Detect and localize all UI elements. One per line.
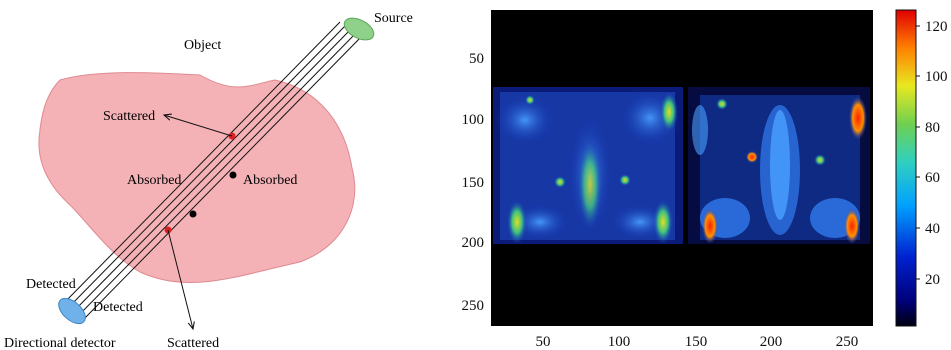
scatter-arrow-bottom — [167, 229, 193, 329]
colorbar-tick-label: 20 — [925, 272, 940, 288]
colorbar-tick-label: 100 — [925, 69, 948, 85]
label-detected-top: Detected — [26, 277, 76, 292]
label-directional-detector: Directional detector — [4, 336, 116, 350]
colorbar-tick-label: 60 — [925, 170, 940, 186]
reconstruction-left — [493, 87, 683, 244]
y-tick-label: 50 — [469, 51, 484, 67]
directional-detector-ellipse — [58, 297, 86, 325]
label-absorbed-right: Absorbed — [243, 173, 297, 188]
x-tick-label: 250 — [836, 334, 859, 350]
y-tick-label: 250 — [462, 298, 485, 314]
scatter-diagram: Source Object Scattered Absorbed Absorbe… — [4, 11, 413, 350]
y-tick-label: 200 — [462, 235, 485, 251]
colorbar: 20 40 60 80 100 120 — [895, 9, 948, 327]
y-tick-label: 100 — [462, 112, 485, 128]
absorb-point-left — [189, 210, 197, 218]
label-detected-bottom: Detected — [93, 300, 143, 315]
colorbar-tick-label: 80 — [925, 120, 940, 136]
y-tick-label: 150 — [462, 175, 485, 191]
colorbar-tick-label: 40 — [925, 221, 940, 237]
absorb-point-right — [229, 171, 237, 179]
scatter-arrow-top — [164, 115, 233, 137]
x-tick-label: 200 — [760, 334, 783, 350]
reconstruction-right — [688, 87, 870, 244]
label-source: Source — [374, 11, 413, 26]
x-tick-label: 50 — [536, 334, 551, 350]
source-ellipse — [343, 17, 375, 41]
beam-lines — [61, 21, 365, 322]
label-scattered-top: Scattered — [103, 109, 155, 124]
x-tick-label: 100 — [608, 334, 631, 350]
colorbar-gradient — [895, 9, 917, 327]
label-object: Object — [184, 38, 221, 53]
colorbar-tick-label: 120 — [925, 19, 948, 35]
x-tick-label: 150 — [685, 334, 708, 350]
label-absorbed-left: Absorbed — [127, 173, 181, 188]
object-shape — [38, 72, 356, 283]
image-axes: 50 100 150 200 250 50 100 150 200 250 — [462, 51, 859, 350]
label-scattered-bottom: Scattered — [167, 336, 219, 350]
reconstruction-image: 50 100 150 200 250 50 100 150 200 250 — [462, 10, 873, 350]
